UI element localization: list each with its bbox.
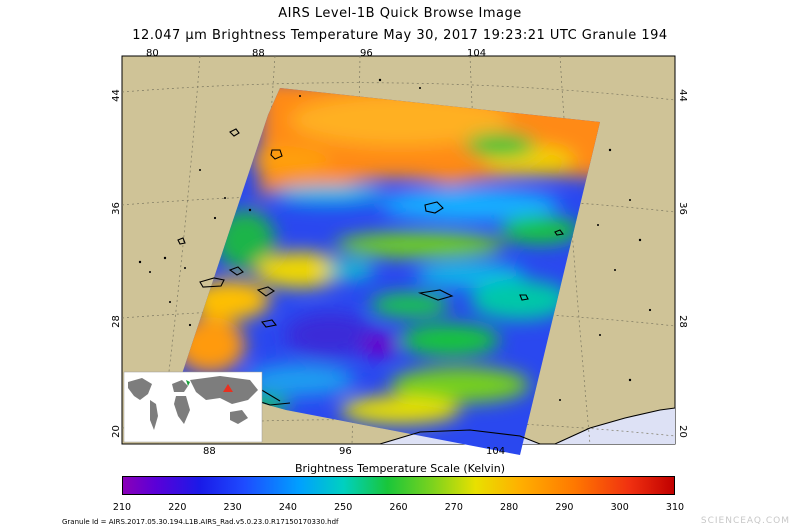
colorbar-tick-label: 280 (500, 502, 519, 513)
right-lat-tick: 28 (676, 315, 688, 328)
colorbar-tick-label: 250 (334, 502, 353, 513)
granule-id: Granule Id = AIRS.2017.05.30.194.L1B.AIR… (62, 518, 339, 526)
colorbar-tick-label: 210 (112, 502, 132, 513)
colorbar-tick-label: 290 (555, 502, 574, 513)
world-locator-map-icon (123, 371, 263, 443)
colorbar-tick-label: 230 (223, 502, 242, 513)
colorbar-tick-label: 240 (278, 502, 297, 513)
left-lat-tick: 20 (110, 425, 122, 438)
top-lon-tick: 104 (467, 48, 487, 59)
colorbar-tick-label: 310 (665, 502, 685, 513)
scale-title: Brightness Temperature Scale (Kelvin) (295, 462, 505, 475)
bottom-lon-tick: 88 (203, 446, 216, 457)
top-lon-tick: 88 (252, 48, 265, 59)
bottom-lon-tick: 104 (486, 446, 506, 457)
small-lakes (138, 78, 652, 401)
right-lat-tick: 20 (676, 425, 688, 438)
top-lon-tick: 96 (360, 48, 373, 59)
ocean-area (555, 408, 675, 444)
bottom-lon-tick: 96 (339, 446, 352, 457)
map-panel (121, 55, 676, 455)
left-lat-tick: 44 (110, 89, 122, 102)
temperature-colorbar (122, 476, 675, 495)
watermark: SCIENCEAQ.COM (700, 516, 790, 526)
colorbar-tick-label: 270 (444, 502, 463, 513)
colorbar-tick-label: 300 (610, 502, 629, 513)
left-lat-tick: 28 (110, 315, 122, 328)
right-lat-tick: 36 (676, 202, 688, 215)
right-lat-tick: 44 (676, 89, 688, 102)
image-subtitle: 12.047 μm Brightness Temperature May 30,… (132, 28, 668, 43)
colorbar-tick-label: 220 (168, 502, 187, 513)
top-lon-tick: 80 (146, 48, 159, 59)
image-title: AIRS Level-1B Quick Browse Image (278, 6, 522, 21)
location-marker-icon (223, 384, 233, 392)
left-lat-tick: 36 (110, 202, 122, 215)
colorbar-tick-label: 260 (389, 502, 408, 513)
